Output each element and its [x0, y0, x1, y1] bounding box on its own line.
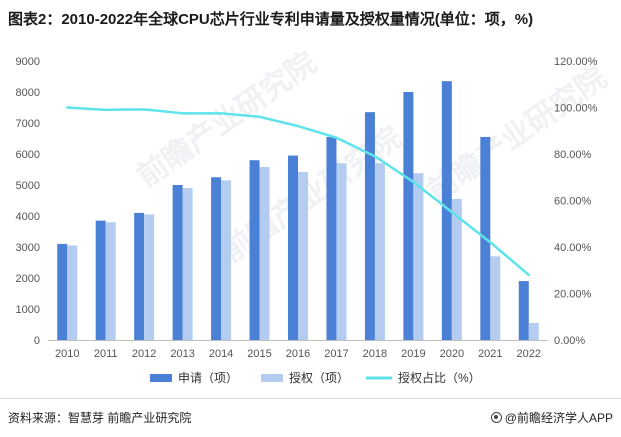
x-axis-tick: 2017 [324, 348, 348, 360]
left-axis-tick: 8000 [16, 87, 40, 99]
x-axis-tick: 2020 [440, 348, 464, 360]
bar-grant [221, 180, 232, 340]
bar-apply [172, 185, 183, 340]
left-axis-tick: 3000 [16, 242, 40, 254]
bar-grant [105, 222, 116, 340]
bar-grant [413, 173, 424, 340]
right-axis-tick: 40.00% [554, 242, 592, 254]
bar-apply [134, 212, 145, 340]
legend-label-ratio: 授权占比（%） [398, 370, 481, 385]
legend-label-apply: 申请（项） [178, 371, 238, 385]
bar-grant [528, 322, 539, 340]
bar-apply [57, 243, 68, 340]
bar-apply [403, 92, 414, 340]
source-note: 资料来源：智慧芽 前瞻产业研究院 [8, 411, 192, 425]
bar-apply [364, 112, 375, 341]
x-axis-tick: 2018 [363, 348, 387, 360]
legend-swatch-grant [261, 374, 283, 382]
bar-apply [441, 81, 452, 341]
bar-grant [67, 245, 78, 340]
x-axis-tick: 2015 [247, 348, 271, 360]
bar-apply [326, 136, 337, 340]
bar-grant [298, 171, 308, 340]
bar-apply [211, 177, 222, 340]
right-axis-tick: 80.00% [554, 149, 592, 161]
bar-grant [451, 198, 462, 340]
x-axis-tick: 2019 [401, 348, 425, 360]
bar-apply [288, 155, 298, 340]
left-axis-tick: 4000 [16, 211, 40, 223]
bar-apply [95, 220, 106, 340]
left-axis-tick: 5000 [16, 180, 40, 192]
x-axis-tick: 2016 [286, 348, 310, 360]
brand-credit: @前瞻经济学人APP [490, 409, 613, 426]
bar-grant [490, 256, 501, 340]
bar-grant [259, 167, 270, 340]
right-axis-tick: 0.00% [554, 335, 585, 347]
x-axis-tick: 2011 [94, 348, 118, 360]
right-axis-tick: 100.00% [554, 103, 598, 115]
left-axis-tick: 0 [34, 335, 40, 347]
left-axis-tick: 1000 [16, 304, 40, 316]
x-axis-tick: 2014 [209, 348, 233, 360]
right-axis-tick: 120.00% [554, 56, 598, 68]
left-axis-tick: 6000 [16, 149, 40, 161]
x-axis-tick: 2012 [132, 348, 156, 360]
right-axis-tick: 60.00% [554, 196, 592, 208]
left-axis-tick: 2000 [16, 273, 40, 285]
bar-apply [518, 281, 529, 340]
x-axis-tick: 2022 [517, 348, 541, 360]
legend-label-grant: 授权（项） [289, 370, 349, 385]
x-axis-tick: 2010 [55, 348, 79, 360]
chart: 0 1000 2000 3000 4000 5000 6000 7000 8000 9000 0.0… [16, 56, 598, 385]
series-line-grant-ratio [65, 106, 531, 277]
legend-swatch-apply [150, 374, 172, 382]
footer: 资料来源：智慧芽 前瞻产业研究院 @前瞻经济学人APP [0, 398, 621, 437]
x-axis-tick: 2021 [478, 348, 502, 360]
left-axis-tick: 7000 [16, 118, 40, 130]
bar-grant [182, 188, 193, 340]
x-axis-tick: 2013 [170, 348, 194, 360]
bar-apply [249, 160, 260, 340]
right-axis-tick: 20.00% [554, 289, 592, 301]
chart-title: 图表2：2010-2022年全球CPU芯片行业专利申请量及授权量情况(单位：项，… [8, 11, 534, 28]
bar-grant [374, 163, 385, 340]
brand-logo-icon [490, 412, 502, 423]
left-axis-tick: 9000 [16, 56, 40, 68]
bar-grant [336, 163, 347, 340]
brand-label: @前瞻经济学人APP [504, 411, 613, 425]
bar-grant [144, 214, 155, 340]
